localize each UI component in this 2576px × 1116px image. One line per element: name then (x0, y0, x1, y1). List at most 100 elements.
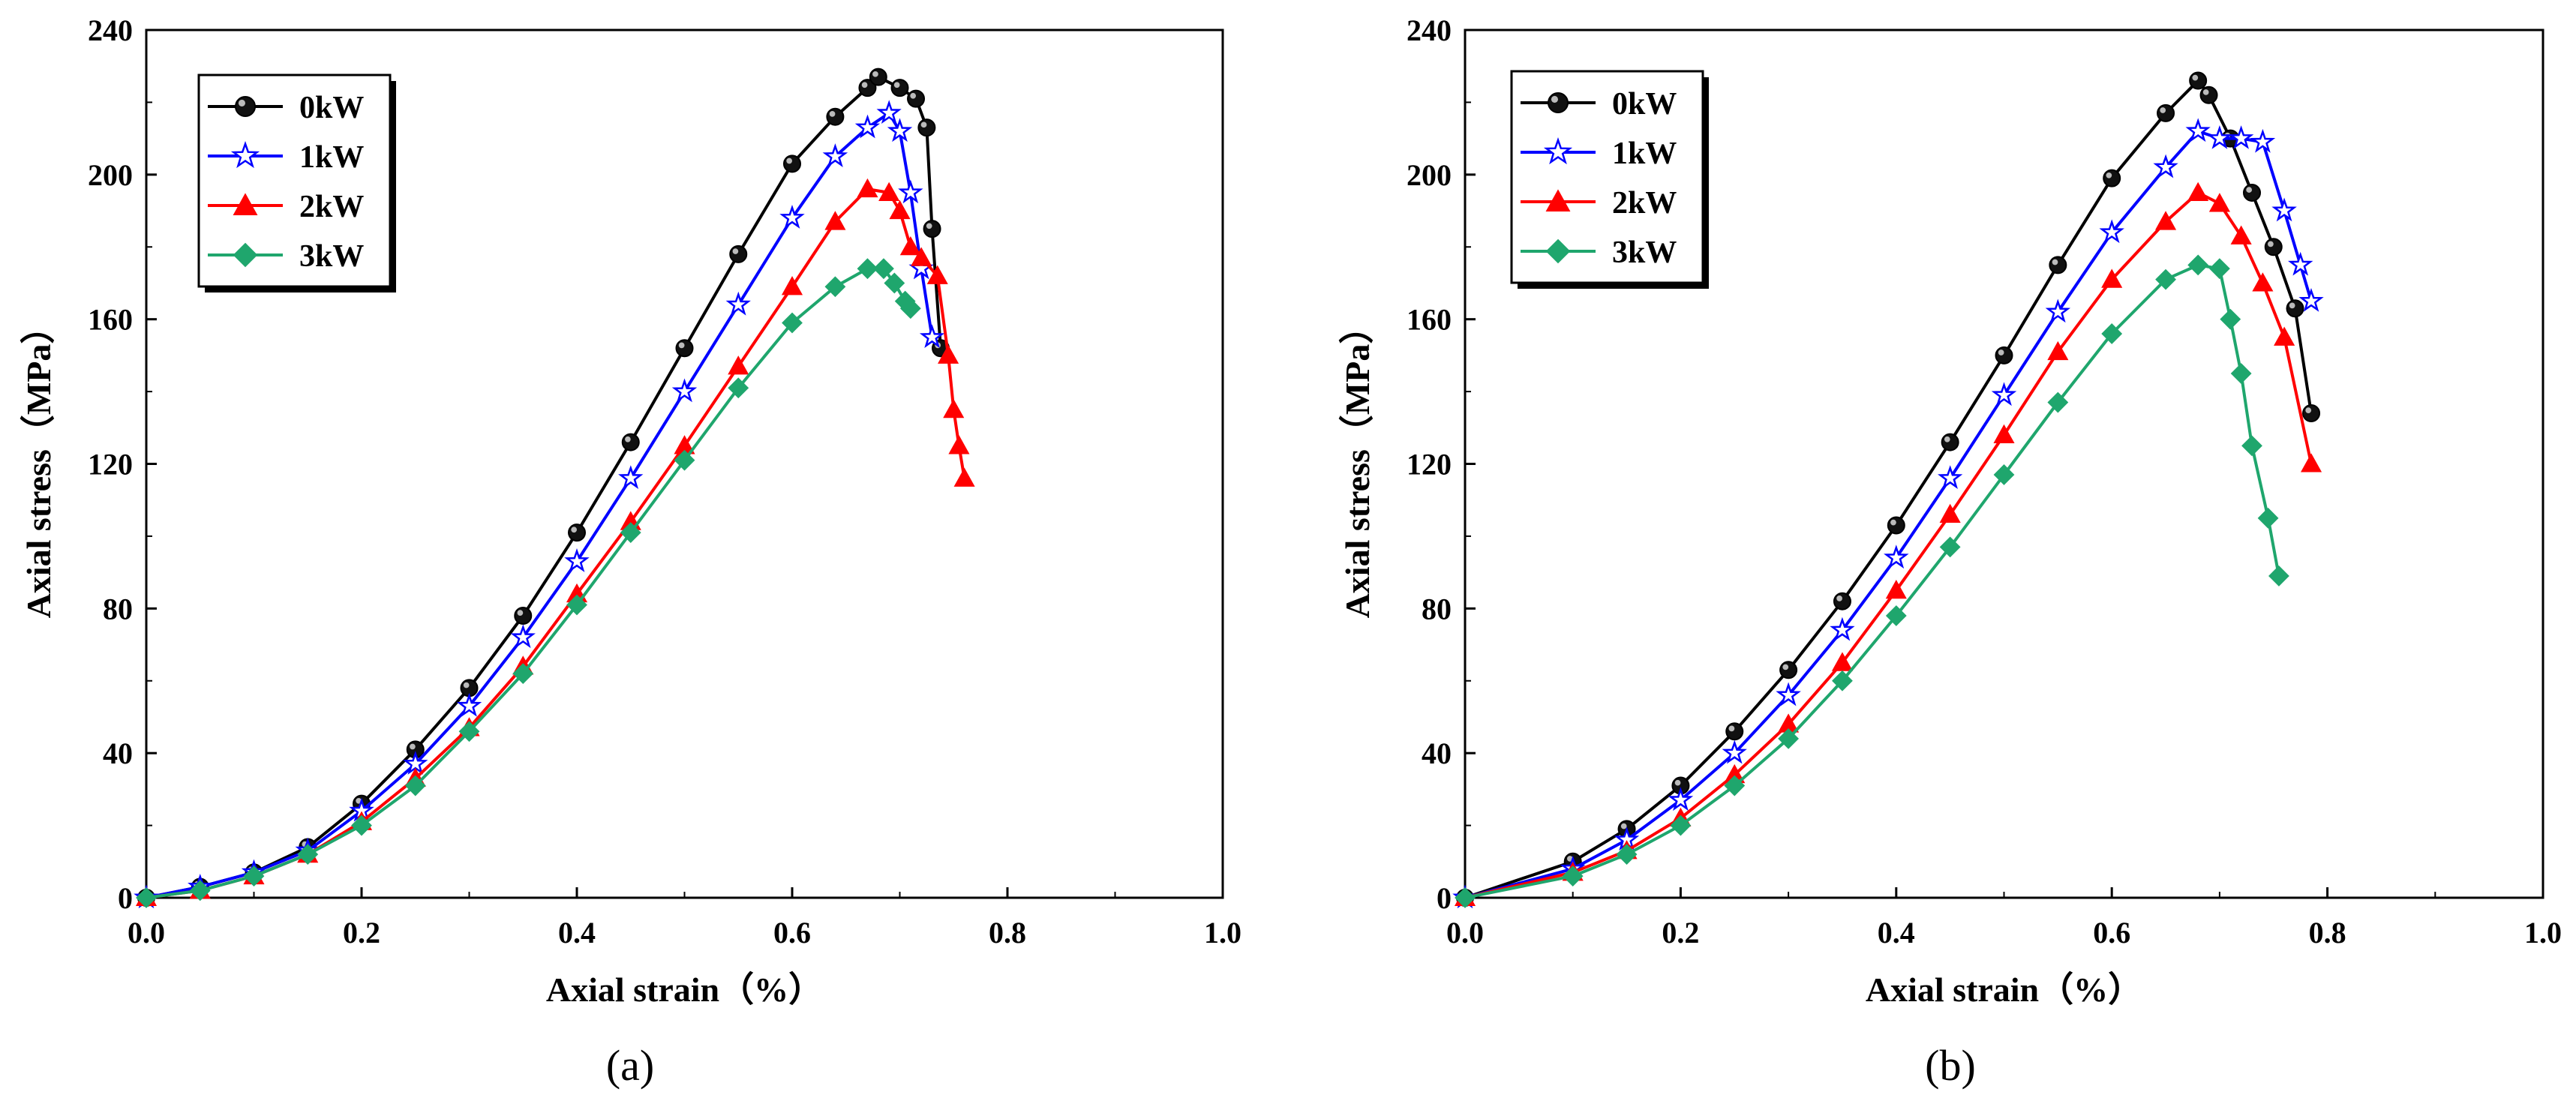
data-point (1884, 544, 1909, 569)
data-point (2199, 86, 2218, 104)
data-point-highlight (1998, 350, 2004, 356)
data-point-highlight (1620, 823, 1627, 830)
data-point (2099, 219, 2124, 244)
data-point (2274, 326, 2295, 346)
data-point (1939, 536, 1961, 558)
data-point (2300, 453, 2322, 472)
data-point (2047, 392, 2069, 413)
panel-label: (a) (606, 1041, 654, 1090)
x-axis-title: Axial strain（%） (1866, 970, 2142, 1009)
legend-marker (1545, 238, 1571, 264)
data-point (351, 814, 372, 836)
data-point (899, 298, 921, 320)
data-point (2187, 182, 2209, 201)
legend-label: 3kW (299, 239, 364, 274)
data-point (2207, 125, 2232, 149)
data-point (297, 844, 319, 866)
data-point (824, 276, 846, 298)
y-tick-label: 0 (118, 881, 133, 915)
data-point (621, 433, 640, 452)
data-point (889, 200, 911, 220)
data-point (898, 179, 923, 204)
legend-marker (235, 96, 256, 117)
legend-label: 1kW (1612, 136, 1677, 171)
data-point-highlight (1782, 664, 1789, 670)
data-point (2101, 323, 2123, 344)
data-point (2103, 169, 2121, 188)
data-point (510, 624, 536, 649)
y-tick-label: 240 (1407, 14, 1452, 47)
x-tick-label: 0.0 (128, 916, 165, 950)
data-point (782, 312, 803, 334)
data-point (2155, 268, 2176, 290)
y-tick-label: 120 (1407, 448, 1452, 482)
data-point (919, 324, 945, 348)
data-point (671, 378, 698, 403)
data-point (2047, 340, 2069, 361)
data-point (729, 244, 748, 263)
data-point (869, 68, 887, 86)
data-point (2187, 254, 2209, 276)
data-point (1778, 728, 1800, 749)
y-tick-label: 200 (88, 158, 133, 192)
data-point-highlight (571, 526, 578, 533)
y-tick-label: 0 (1437, 881, 1452, 915)
series-line (146, 188, 966, 899)
data-point-highlight (926, 223, 932, 230)
data-point (2288, 251, 2313, 276)
data-point (943, 398, 965, 418)
data-point (564, 548, 590, 572)
data-point (857, 178, 878, 198)
data-point (1993, 424, 2015, 443)
data-point (857, 258, 878, 280)
data-point (2185, 118, 2211, 142)
data-point (2101, 268, 2123, 288)
data-point (456, 692, 482, 717)
data-point (189, 880, 211, 902)
data-point (404, 775, 426, 796)
data-point (1991, 382, 2017, 406)
data-point (1724, 775, 1746, 796)
data-point-highlight (872, 70, 878, 77)
series-line (1464, 79, 2313, 899)
data-point (953, 467, 975, 487)
data-point (1562, 866, 1584, 886)
legend-item: 2kW (208, 190, 364, 224)
data-point-highlight (732, 248, 739, 254)
data-point (2208, 193, 2230, 212)
data-point-highlight (1728, 725, 1735, 732)
y-tick-label: 40 (103, 736, 133, 770)
y-tick-label: 40 (1422, 736, 1452, 770)
x-tick-label: 0.2 (343, 916, 380, 950)
data-point (1722, 740, 1747, 764)
data-point-highlight (1674, 779, 1681, 786)
data-point (2264, 238, 2283, 256)
data-point-highlight (920, 122, 927, 128)
chart-panel-a: 0.0 0.2 0.4 0.6 0.8 1.0 0 40 80 120 160 200 240 Axial… (20, 14, 1241, 1090)
legend-item: 2kW (1521, 186, 1677, 220)
data-point (2155, 211, 2177, 230)
data-point (878, 182, 900, 201)
data-point-highlight (2305, 407, 2312, 414)
data-point (1668, 787, 1694, 812)
data-point (2252, 272, 2274, 292)
data-point (2298, 288, 2324, 312)
y-tick-label: 160 (1407, 303, 1452, 337)
data-point (674, 449, 695, 471)
data-point (899, 236, 921, 256)
data-point (2257, 507, 2279, 529)
data-point (620, 522, 641, 544)
data-point (2220, 308, 2241, 330)
y-tick-label: 160 (88, 303, 133, 337)
y-tick-label: 80 (103, 592, 133, 626)
data-point (514, 606, 533, 625)
data-point (822, 143, 848, 168)
y-tick-label: 200 (1407, 158, 1452, 192)
data-point-highlight (2268, 241, 2274, 248)
data-point (938, 344, 959, 364)
data-point (1776, 682, 1801, 706)
x-tick-label: 0.8 (2309, 916, 2346, 950)
x-axis-title: Axial strain（%） (546, 970, 823, 1009)
data-point-highlight (893, 82, 900, 88)
